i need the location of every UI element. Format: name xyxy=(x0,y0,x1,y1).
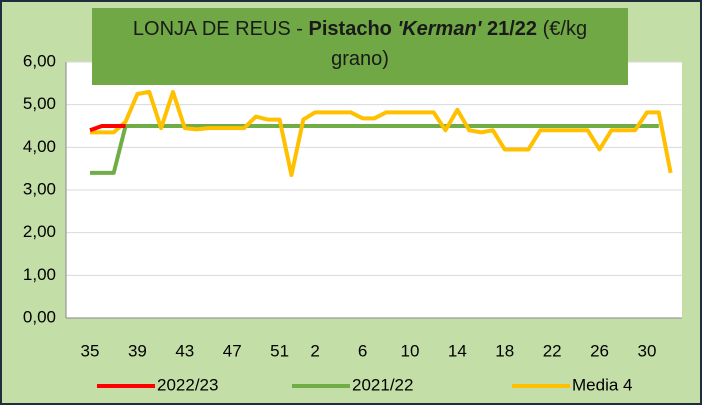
x-tick-label: 30 xyxy=(637,341,656,360)
y-tick-label: 6,00 xyxy=(23,51,56,70)
y-tick-label: 2,00 xyxy=(23,222,56,241)
y-tick-label: 0,00 xyxy=(23,307,56,326)
x-tick-label: 18 xyxy=(495,341,514,360)
title-run: Pistacho xyxy=(308,18,398,40)
x-tick-label: 26 xyxy=(590,341,609,360)
x-tick-label: 47 xyxy=(223,341,242,360)
y-tick-label: 1,00 xyxy=(23,265,56,284)
y-tick-label: 4,00 xyxy=(23,137,56,156)
x-tick-label: 10 xyxy=(400,341,419,360)
x-tick-label: 39 xyxy=(128,341,147,360)
series-line xyxy=(89,124,126,133)
x-tick-label: 22 xyxy=(543,341,562,360)
legend-label: 2022/23 xyxy=(157,375,218,394)
title-run: 21/22 xyxy=(481,18,538,40)
x-tick-label: 14 xyxy=(448,341,467,360)
title-run: LONJA DE REUS - xyxy=(132,18,309,40)
y-tick-label: 3,00 xyxy=(23,179,56,198)
title-run: 'Kerman' xyxy=(397,18,482,40)
legend-label: 2021/22 xyxy=(352,375,413,394)
x-tick-label: 6 xyxy=(358,341,367,360)
x-tick-label: 43 xyxy=(175,341,194,360)
y-tick-label: 5,00 xyxy=(23,94,56,113)
x-tick-label: 51 xyxy=(270,341,289,360)
title-run: (€/kg grano) xyxy=(331,18,588,70)
legend-label: Media 4 xyxy=(572,375,632,394)
chart-title: LONJA DE REUS - Pistacho 'Kerman' 21/22 … xyxy=(92,8,628,85)
x-tick-label: 2 xyxy=(310,341,319,360)
x-tick-label: 35 xyxy=(81,341,100,360)
series-line xyxy=(90,89,673,178)
